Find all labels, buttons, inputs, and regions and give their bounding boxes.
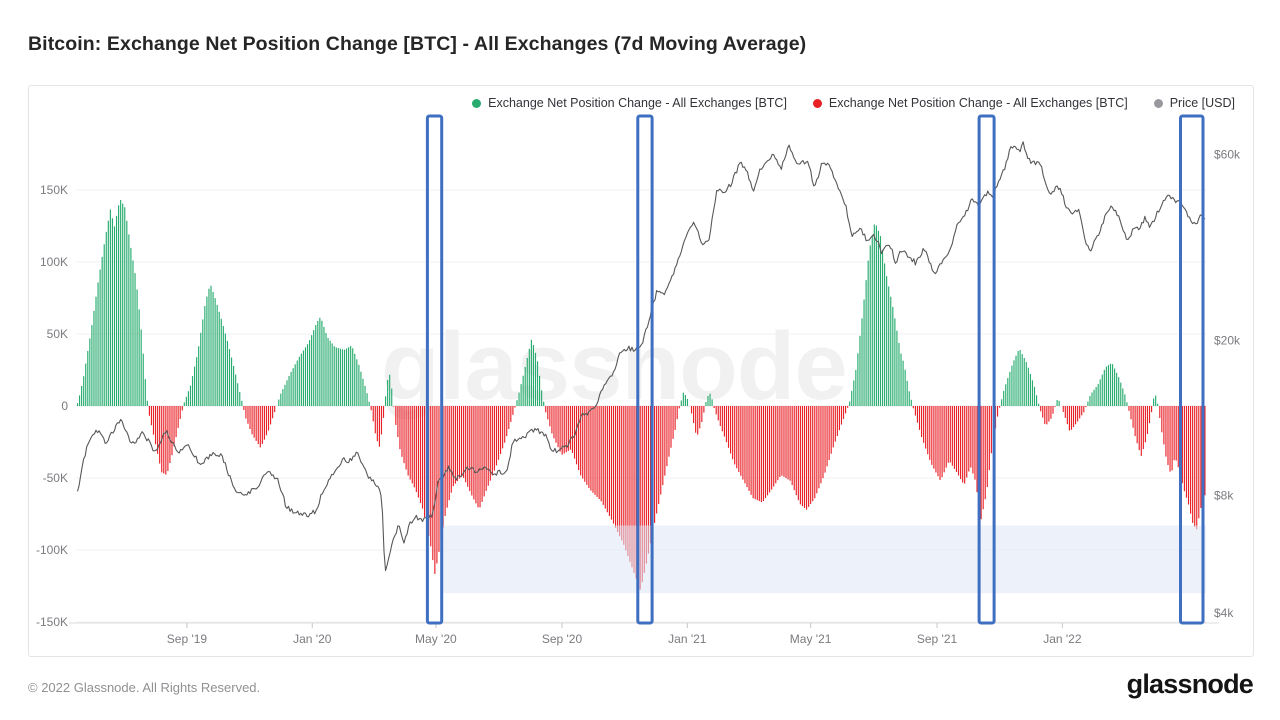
page-title: Bitcoin: Exchange Net Position Change [B… (28, 33, 807, 55)
y-right-tick-label: $4k (1214, 606, 1234, 620)
x-tick-label: Sep '20 (542, 632, 583, 646)
y-right-tick-label: $20k (1214, 333, 1241, 347)
y-right-tick-label: $8k (1214, 489, 1234, 503)
x-axis: Sep '19 Jan '20 May '20 Sep '20 Jan '21 May '… (69, 622, 1219, 646)
y-left-tick-label: 0 (61, 399, 68, 413)
annotation-box (1179, 114, 1205, 625)
legend-label: Exchange Net Position Change - All Excha… (488, 96, 787, 110)
x-tick-label: May '21 (790, 632, 832, 646)
y-left-tick-label: 150K (40, 183, 68, 197)
annotation-box (977, 114, 996, 625)
x-tick-label: Jan '21 (668, 632, 707, 646)
y-left-tick-label: -100K (36, 543, 68, 557)
gray-dot-icon (1153, 98, 1163, 108)
green-dot-icon (472, 98, 482, 108)
x-tick-label: Sep '19 (167, 632, 208, 646)
y-left-tick-label: -150K (36, 615, 68, 629)
glassnode-logo[interactable]: glassnode (1126, 669, 1254, 699)
y-left-tick-label: 100K (40, 255, 68, 269)
x-tick-label: May '20 (415, 632, 457, 646)
chart-card: Exchange Net Position Change - All Excha… (28, 85, 1254, 657)
legend-label: Price [USD] (1169, 96, 1235, 110)
chart-legend: Exchange Net Position Change - All Excha… (472, 96, 1235, 110)
legend-item-net-position-positive[interactable]: Exchange Net Position Change - All Excha… (472, 96, 787, 110)
legend-item-net-position-negative[interactable]: Exchange Net Position Change - All Excha… (812, 96, 1128, 110)
y-left-tick-label: 50K (47, 327, 68, 341)
x-tick-label: Jan '22 (1043, 632, 1082, 646)
annotation-box (636, 114, 654, 625)
y-axis-left: 150K 100K 50K 0 -50K -100K -150K (36, 183, 68, 629)
legend-item-price[interactable]: Price [USD] (1153, 96, 1235, 110)
annotation-box (425, 114, 444, 625)
x-tick-label: Jan '20 (293, 632, 332, 646)
red-dot-icon (812, 98, 822, 108)
chart-canvas[interactable]: Sep '19 Jan '20 May '20 Sep '20 Jan '21 May '… (29, 86, 1253, 656)
highlight-band (441, 525, 1206, 594)
copyright-text: © 2022 Glassnode. All Rights Reserved. (28, 680, 261, 695)
y-left-tick-label: -50K (43, 471, 68, 485)
net-position-bars (76, 199, 1206, 590)
y-right-tick-label: $60k (1214, 147, 1241, 161)
legend-label: Exchange Net Position Change - All Excha… (828, 96, 1128, 110)
y-axis-right: $60k $20k $8k $4k (1214, 147, 1241, 620)
price-line (76, 141, 1206, 572)
x-tick-label: Sep '21 (917, 632, 958, 646)
